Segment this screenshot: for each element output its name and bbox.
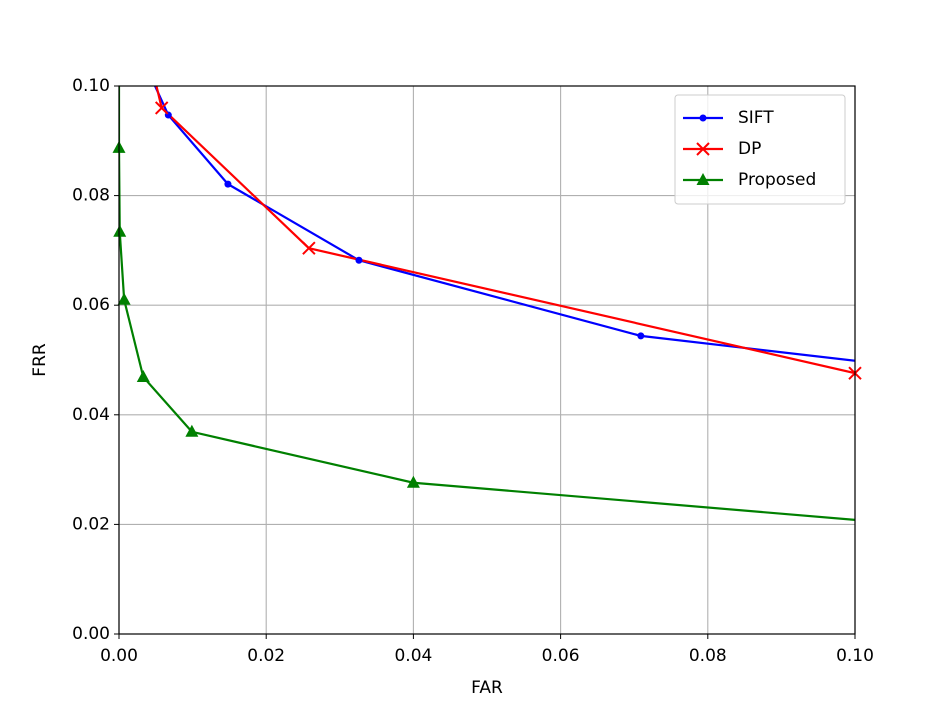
y-axis-label: FRR [30, 343, 50, 377]
point [699, 114, 707, 122]
point [637, 332, 645, 340]
x-tick-label: 0.02 [247, 646, 285, 666]
point [696, 173, 710, 185]
legend: SIFT DP Proposed [674, 94, 846, 205]
point [302, 241, 316, 255]
legend-label: SIFT [738, 108, 774, 128]
point [355, 256, 363, 264]
y-tick-label: 0.00 [72, 624, 110, 644]
x-axis-label: FAR [471, 678, 503, 698]
y-tick-label: 0.08 [72, 186, 110, 206]
x-tick-label: 0.00 [100, 646, 138, 666]
x-tick-label: 0.04 [394, 646, 432, 666]
legend-box [674, 94, 846, 205]
x-tick-label: 0.06 [542, 646, 580, 666]
y-tick-label: 0.04 [72, 405, 110, 425]
legend-label: DP [738, 139, 761, 159]
point [696, 142, 710, 156]
axes-frame [118, 85, 856, 635]
y-tick-label: 0.06 [72, 295, 110, 315]
y-tick-label: 0.10 [72, 76, 110, 96]
x-tick-label: 0.08 [689, 646, 727, 666]
point [154, 101, 169, 115]
point [117, 292, 131, 305]
y-tick-label: 0.02 [72, 514, 110, 534]
point [185, 424, 199, 437]
line [153, 86, 855, 362]
point [406, 475, 420, 488]
line [155, 86, 855, 375]
point [113, 224, 127, 237]
point [224, 180, 232, 188]
point [136, 369, 150, 382]
markers [112, 101, 862, 488]
legend-label: Proposed [738, 170, 816, 190]
x-tick-label: 0.10 [836, 646, 874, 666]
